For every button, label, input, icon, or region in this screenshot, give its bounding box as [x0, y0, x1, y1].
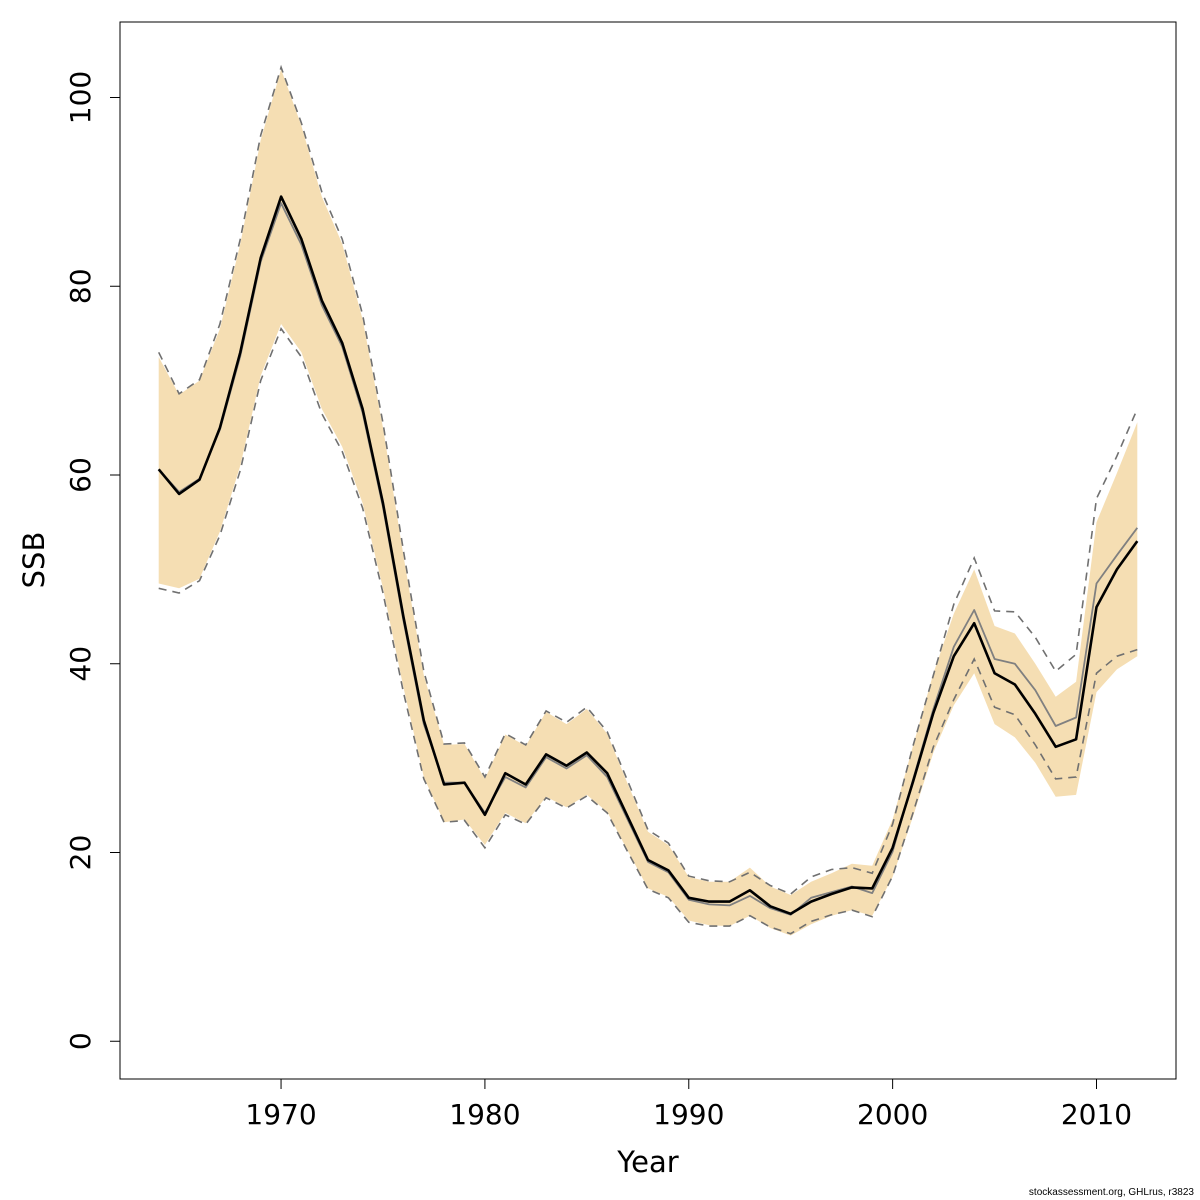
- estimate-line: [157, 195, 1139, 916]
- series-lines-layer: [157, 64, 1139, 935]
- axes-layer: 1970 1980 1990 2000 2010 0 20 40 60 80 100: [64, 21, 1177, 1131]
- x-tick-label: 2010: [1061, 1098, 1132, 1131]
- x-tick-label: 2000: [857, 1098, 928, 1131]
- x-axis-title: Year: [616, 1145, 678, 1179]
- x-tick-label: 1980: [449, 1098, 520, 1131]
- y-tick-label: 20: [64, 835, 97, 871]
- upper-dashed-bound: [157, 64, 1139, 895]
- alternative-line: [158, 202, 1139, 916]
- y-tick-label: 80: [64, 268, 97, 304]
- y-tick-label: 100: [64, 71, 97, 124]
- plot-frame: [119, 21, 1177, 1080]
- x-tick-label: 1970: [245, 1098, 316, 1131]
- y-tick-label: 40: [64, 646, 97, 682]
- lower-dashed-bound: [158, 327, 1138, 935]
- footnote: stockassessment.org, GHLrus, r3823: [1028, 1187, 1194, 1198]
- x-tick-label: 1990: [653, 1098, 724, 1131]
- y-axis-title: SSB: [17, 532, 51, 589]
- y-tick-label: 0: [64, 1032, 97, 1050]
- y-tick-label: 60: [64, 457, 97, 493]
